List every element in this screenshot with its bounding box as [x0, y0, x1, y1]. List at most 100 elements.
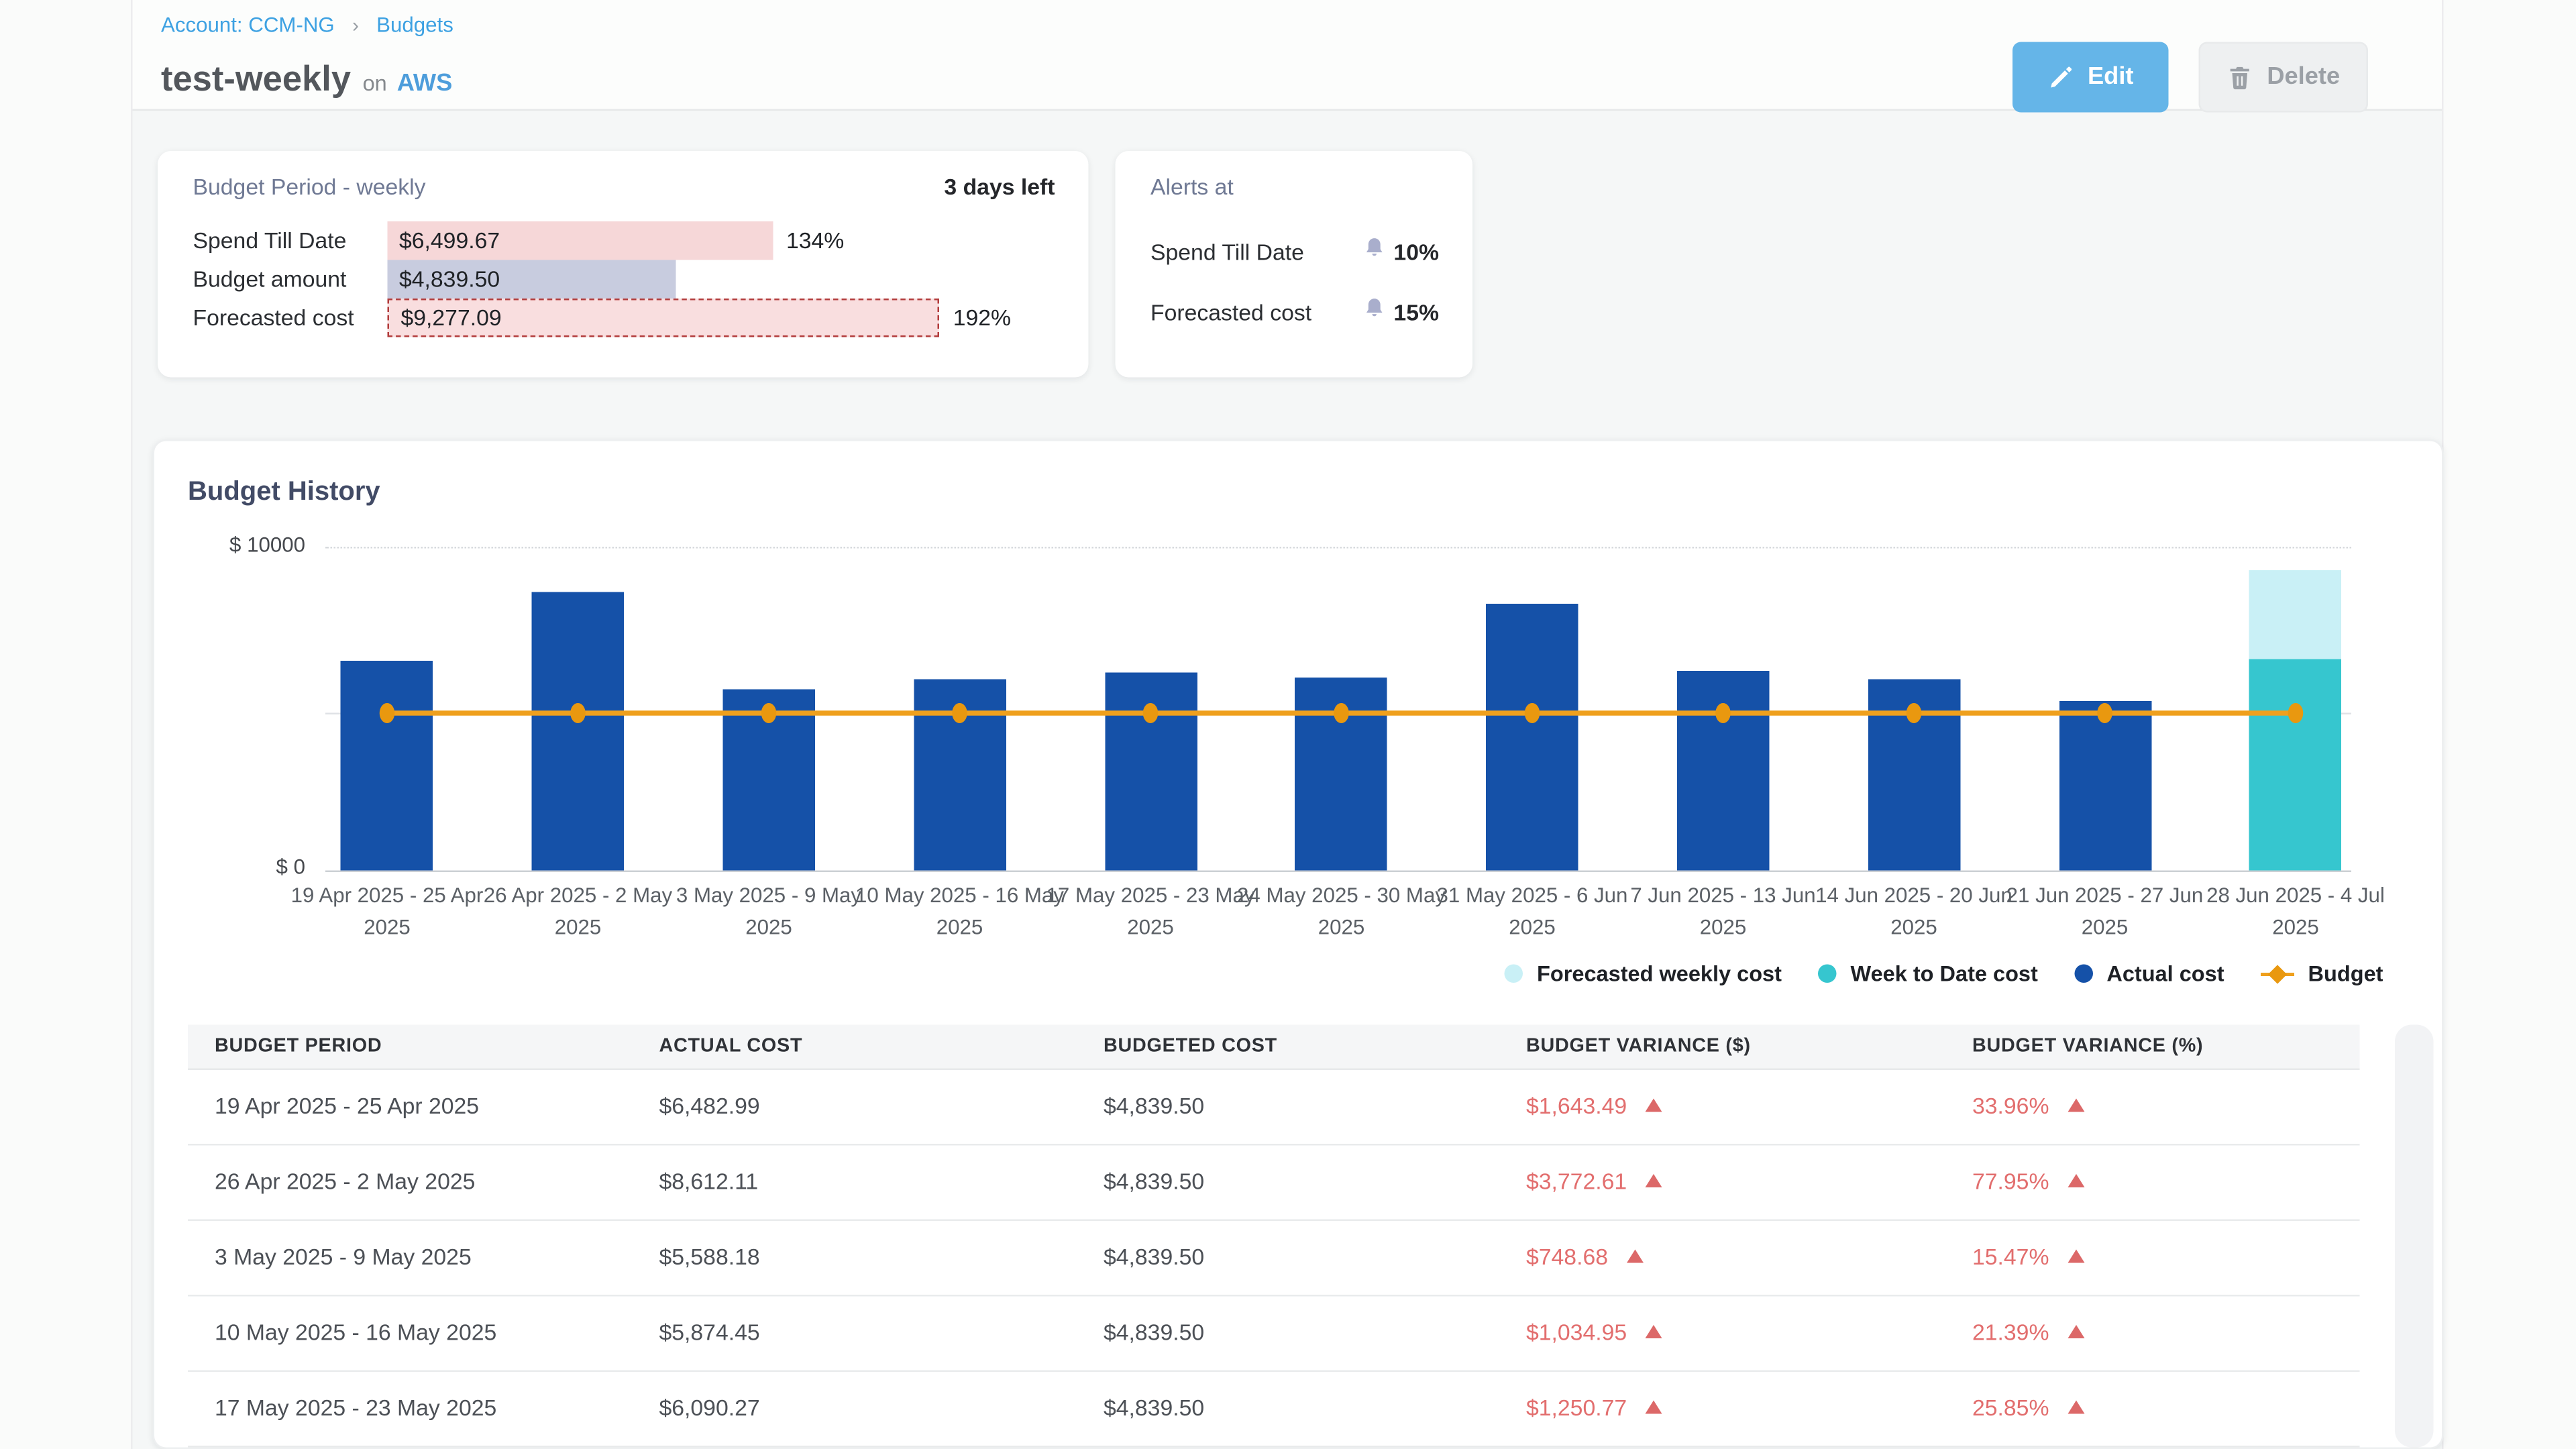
chart-legend: Forecasted weekly cost Week to Date cost A…	[1505, 961, 2383, 987]
title-conjunction: on	[362, 70, 387, 96]
legend-line-swatch	[2261, 963, 2295, 983]
delete-button-label: Delete	[2267, 64, 2341, 91]
legend-circle-swatch	[1505, 964, 1524, 983]
cell-budget-variance-usd: $748.68	[1499, 1219, 1945, 1296]
x-axis-label: 24 May 2025 - 30 May 2025	[1237, 883, 1446, 940]
bar-actual-cost	[531, 591, 625, 870]
legend-item-actual-cost[interactable]: Actual cost	[2074, 961, 2224, 986]
x-axis-label: 28 Jun 2025 - 4 Jul 2025	[2206, 883, 2385, 940]
chevron-right-icon: ›	[352, 13, 359, 37]
budget-period-row: Budget amount $4,839.50	[193, 260, 1055, 299]
trash-icon	[2226, 64, 2252, 90]
cell-actual-cost: $5,874.45	[632, 1295, 1077, 1371]
legend-label: Week to Date cost	[1850, 961, 2038, 987]
edit-button[interactable]: Edit	[2012, 42, 2169, 113]
budget-line-marker	[1334, 703, 1349, 723]
table-row: 3 May 2025 - 9 May 2025 $5,588.18 $4,839.5…	[188, 1219, 2360, 1296]
days-left-label: 3 days left	[944, 174, 1055, 200]
budget-line-marker	[379, 703, 395, 723]
budget-line-marker	[570, 703, 586, 723]
title-row: test-weekly on AWS	[161, 60, 452, 101]
budget-period-card-head: Budget Period - weekly 3 days left	[193, 174, 1055, 200]
triangle-up-icon	[1626, 1249, 1644, 1263]
table-header: BUDGET PERIOD ACTUAL COST BUDGETED COST BUD…	[188, 1024, 2360, 1069]
cell-budget-variance-usd: $1,034.95	[1499, 1295, 1945, 1371]
cell-budgeted-cost: $4,839.50	[1077, 1295, 1499, 1371]
budget-row-value: $6,499.67	[399, 228, 500, 254]
bell-icon	[1363, 297, 1385, 329]
cell-budget-variance-pct: 21.39%	[1945, 1295, 2360, 1371]
table-scrollbar[interactable]	[2395, 1024, 2434, 1448]
x-axis-label: 10 May 2025 - 16 May 2025	[855, 883, 1064, 940]
x-axis-label: 7 Jun 2025 - 13 Jun 2025	[1630, 883, 1816, 940]
column-header: BUDGETED COST	[1077, 1024, 1499, 1069]
header-actions: Edit Delete	[2012, 42, 2368, 113]
y-axis-label-max: $ 10000	[229, 533, 305, 557]
table-row: 26 Apr 2025 - 2 May 2025 $8,612.11 $4,839.…	[188, 1144, 2360, 1220]
cell-budget-variance-usd: $1,250.77	[1499, 1370, 1945, 1447]
cell-budgeted-cost: $4,839.50	[1077, 1068, 1499, 1145]
cell-budget-variance-pct: 33.96%	[1945, 1068, 2360, 1145]
budget-period-rows: Spend Till Date $6,499.67 134% Budget amoun…	[193, 221, 1055, 337]
budget-line-series	[379, 703, 2304, 723]
budget-period-row: Spend Till Date $6,499.67 134%	[193, 221, 1055, 260]
column-header: BUDGET VARIANCE (%)	[1945, 1024, 2360, 1069]
budget-line-marker	[1524, 703, 1540, 723]
cell-budget-variance-pct: 25.85%	[1945, 1370, 2360, 1447]
cell-actual-cost: $6,482.99	[632, 1068, 1077, 1145]
alert-row: Forecasted cost 15%	[1150, 294, 1439, 333]
legend-circle-swatch	[1818, 964, 1837, 983]
budget-line-marker	[761, 703, 777, 723]
platform-label: AWS	[396, 70, 453, 97]
bar-week-to-date-cost	[2249, 659, 2342, 870]
alert-label: Spend Till Date	[1150, 239, 1304, 266]
alert-row: Spend Till Date 10%	[1150, 233, 1439, 272]
triangle-up-icon	[2067, 1174, 2084, 1187]
triangle-up-icon	[1645, 1174, 1662, 1187]
cell-budget-variance-pct: 77.95%	[1945, 1144, 2360, 1220]
budget-row-label: Budget amount	[193, 266, 347, 292]
x-axis-label: 19 Apr 2025 - 25 Apr 2025	[290, 883, 484, 940]
alert-threshold: 10%	[1393, 239, 1439, 266]
bar-actual-cost	[2058, 700, 2151, 870]
alerts-card: Alerts at Spend Till Date 10% Forecasted c…	[1115, 151, 1472, 378]
bar-actual-cost	[341, 659, 433, 870]
triangle-up-icon	[2067, 1249, 2084, 1263]
budget-line-marker	[2097, 703, 2112, 723]
cell-budgeted-cost: $4,839.50	[1077, 1219, 1499, 1296]
cell-actual-cost: $5,588.18	[632, 1219, 1077, 1296]
budget-history-card: Budget History $ 10000 $ 0 19 Apr 2025 - 2…	[152, 439, 2444, 1449]
budget-row-bar-forecast: $9,277.09	[387, 299, 940, 337]
budget-period-title: Budget Period - weekly	[193, 174, 426, 200]
y-axis-label-zero: $ 0	[276, 854, 305, 878]
legend-label: Budget	[2308, 961, 2383, 987]
triangle-up-icon	[2067, 1400, 2084, 1414]
cell-budget-variance-usd: $3,772.61	[1499, 1144, 1945, 1220]
x-axis-label: 17 May 2025 - 23 May 2025	[1046, 883, 1255, 940]
page-title: test-weekly	[161, 60, 352, 99]
legend-item-budget[interactable]: Budget	[2261, 961, 2383, 987]
budget-line-marker	[2288, 703, 2304, 723]
legend-item-forecasted-weekly-cost[interactable]: Forecasted weekly cost	[1505, 961, 1782, 987]
delete-button[interactable]: Delete	[2198, 42, 2368, 113]
triangle-up-icon	[1645, 1400, 1662, 1414]
breadcrumb-budgets-link[interactable]: Budgets	[376, 13, 453, 37]
cell-budgeted-cost: $4,839.50	[1077, 1370, 1499, 1447]
x-axis-label: 31 May 2025 - 6 Jun 2025	[1436, 883, 1628, 940]
gridline-top	[325, 546, 2351, 548]
alert-threshold: 15%	[1393, 300, 1439, 326]
breadcrumb-account-link[interactable]: Account: CCM-NG	[161, 13, 335, 37]
budget-line-marker	[1142, 703, 1159, 723]
budget-row-value: $9,277.09	[400, 305, 502, 331]
legend-label: Forecasted weekly cost	[1537, 961, 1782, 987]
bell-icon	[1363, 237, 1385, 269]
triangle-up-icon	[2067, 1325, 2084, 1338]
legend-item-week-to-date-cost[interactable]: Week to Date cost	[1818, 961, 2038, 987]
alert-label: Forecasted cost	[1150, 300, 1312, 326]
budget-history-title: Budget History	[188, 478, 380, 507]
breadcrumb: Account: CCM-NG › Budgets	[161, 13, 453, 37]
budget-history-chart: $ 10000 $ 0 19 Apr 2025 - 25 Apr 2025 26 Ap…	[188, 441, 2412, 945]
triangle-up-icon	[2067, 1098, 2084, 1112]
summary-cards-row: Budget Period - weekly 3 days left Spend…	[158, 151, 1472, 378]
